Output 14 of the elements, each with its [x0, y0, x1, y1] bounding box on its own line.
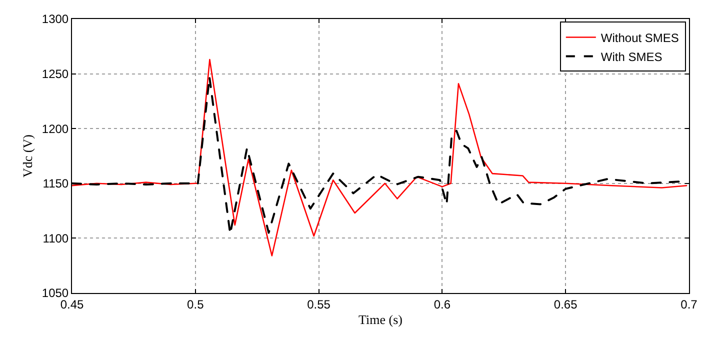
y-axis-title: Vdc (V) — [20, 134, 35, 178]
y-tick-label: 1100 — [42, 231, 69, 246]
legend-label: Without SMES — [600, 30, 679, 45]
x-tick-label: 0.6 — [434, 297, 451, 312]
x-axis-title: Time (s) — [358, 312, 402, 327]
y-tick-label: 1150 — [42, 176, 69, 191]
y-tick-label: 1300 — [42, 12, 69, 26]
legend-label: With SMES — [600, 50, 662, 64]
x-tick-label: 0.55 — [307, 297, 331, 312]
x-tick-label: 0.7 — [680, 297, 698, 312]
x-tick-label: 0.5 — [187, 297, 204, 312]
y-tick-label: 1200 — [42, 122, 69, 136]
y-tick-label: 1250 — [42, 67, 69, 81]
x-tick-label: 0.65 — [554, 297, 578, 312]
